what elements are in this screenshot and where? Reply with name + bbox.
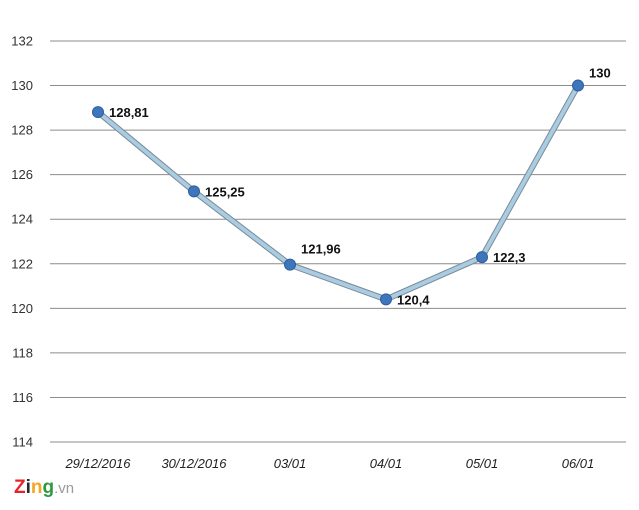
y-tick-label: 120 (11, 301, 33, 316)
y-tick-label: 124 (11, 212, 33, 227)
data-point (188, 185, 200, 198)
data-point (572, 79, 584, 92)
data-labels: 128,81 125,25 121,96 120,4 122,3 130 (109, 66, 611, 308)
y-axis: 114 116 118 120 122 124 126 128 130 132 (11, 34, 33, 450)
data-point (92, 106, 104, 119)
data-point (476, 251, 488, 264)
x-tick-label: 30/12/2016 (161, 456, 227, 471)
data-label: 122,3 (493, 250, 526, 265)
x-tick-label: 04/01 (370, 456, 403, 471)
y-tick-label: 128 (11, 123, 33, 138)
series-line-outline (95, 82, 581, 303)
series-line (96, 83, 580, 302)
data-label: 121,96 (301, 242, 341, 257)
logo-suffix: .vn (54, 480, 75, 497)
series (92, 79, 584, 306)
data-label: 125,25 (205, 184, 245, 199)
data-point (380, 293, 392, 306)
data-label: 128,81 (109, 105, 149, 120)
y-tick-label: 132 (11, 34, 33, 49)
y-tick-label: 130 (11, 78, 33, 93)
y-tick-label: 126 (11, 167, 33, 182)
x-tick-label: 06/01 (562, 456, 595, 471)
data-label: 120,4 (397, 292, 430, 307)
x-tick-label: 03/01 (274, 456, 307, 471)
x-tick-label: 05/01 (466, 456, 499, 471)
logo-letter: n (30, 477, 43, 498)
logo-letter: Z (14, 477, 26, 498)
zing-logo: Zing.vn (14, 478, 74, 498)
x-tick-label: 29/12/2016 (64, 456, 131, 471)
data-label: 130 (589, 66, 611, 81)
x-axis: 29/12/2016 30/12/2016 03/01 04/01 05/01 06/01 (64, 456, 594, 471)
logo-letter: g (42, 477, 55, 498)
gridlines (50, 40, 626, 443)
data-point (284, 258, 296, 271)
y-tick-label: 118 (12, 345, 33, 360)
y-tick-label: 114 (12, 435, 33, 450)
logo-letter: i (25, 477, 31, 498)
y-tick-label: 116 (12, 390, 33, 405)
y-tick-label: 122 (11, 256, 33, 271)
